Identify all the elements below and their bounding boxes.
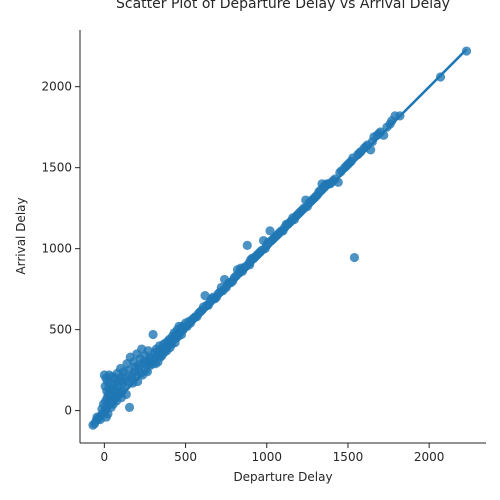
data-point xyxy=(148,329,158,340)
x-tick-label: 2000 xyxy=(414,450,445,464)
x-tick-label: 1500 xyxy=(333,450,364,464)
x-tick-label: 500 xyxy=(174,450,197,464)
x-axis-label: Departure Delay xyxy=(233,470,332,484)
data-point xyxy=(210,294,220,304)
data-point xyxy=(265,226,275,236)
y-axis-label: Arrival Delay xyxy=(14,197,28,274)
data-point xyxy=(150,359,161,369)
x-tick-label: 0 xyxy=(101,450,109,464)
x-tick-label: 1000 xyxy=(251,450,282,464)
y-tick-label: 1500 xyxy=(41,161,72,175)
ticks: 0 500 1000 1500 2000 0 500 1000 1500 2000 xyxy=(41,80,444,464)
data-point xyxy=(349,252,360,263)
regression-layer xyxy=(90,48,468,427)
data-point xyxy=(133,376,143,387)
y-tick-label: 0 xyxy=(64,404,72,418)
y-tick-label: 500 xyxy=(49,323,72,337)
data-point xyxy=(124,402,135,412)
axes xyxy=(79,30,486,444)
y-tick-label: 2000 xyxy=(41,80,72,94)
data-point xyxy=(226,278,236,288)
data-point xyxy=(242,240,252,251)
data-point xyxy=(328,176,338,186)
data-point xyxy=(218,286,228,296)
data-point xyxy=(382,122,392,132)
chart-title: Scatter Plot of Departure Delay vs Arriv… xyxy=(116,0,450,12)
y-tick-label: 1000 xyxy=(41,242,72,256)
regression-line xyxy=(90,48,468,427)
data-point xyxy=(367,137,377,147)
